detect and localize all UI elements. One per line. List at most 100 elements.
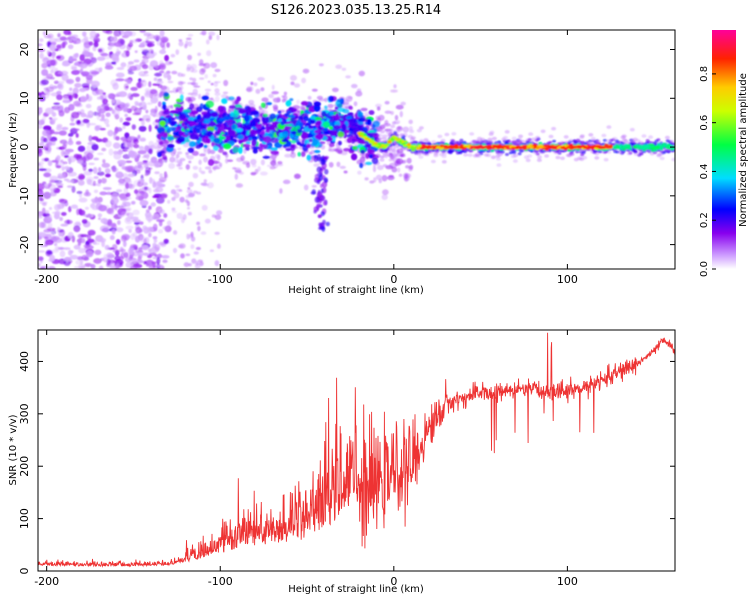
heatmap-blob [132, 244, 138, 249]
heatmap-blob [80, 38, 89, 43]
heatmap-blob [68, 55, 75, 63]
heatmap-blob [58, 130, 67, 136]
heatmap-blob [97, 178, 102, 184]
heatmap-blob [100, 217, 108, 224]
heatmap-blob [194, 262, 201, 269]
heatmap-blob [40, 135, 46, 144]
heatmap-blob [268, 93, 274, 99]
heatmap-blob [117, 220, 121, 226]
heatmap-blob [316, 203, 322, 209]
heatmap-blob [38, 213, 42, 217]
heatmap-blob [85, 176, 94, 183]
heatmap-blob [428, 150, 434, 154]
heatmap-blob [179, 81, 186, 85]
heatmap-blob [664, 135, 670, 140]
heatmap-blob [246, 162, 251, 168]
heatmap-blob [615, 140, 621, 145]
heatmap-blob [577, 156, 583, 160]
heatmap-blob [123, 252, 129, 258]
heatmap-blob [203, 182, 208, 186]
heatmap-blob [144, 87, 151, 93]
heatmap-blob [120, 235, 127, 242]
heatmap-blob [47, 160, 53, 167]
heatmap-blob [116, 67, 125, 70]
heatmap-blob [486, 153, 492, 158]
heatmap-blob [38, 250, 46, 253]
heatmap-blob [253, 82, 258, 87]
heatmap-blob [188, 181, 194, 188]
heatmap-blob [372, 165, 377, 173]
heatmap-blob [41, 207, 46, 215]
heatmap-blob [282, 179, 291, 185]
heatmap-blob [208, 121, 217, 127]
heatmap-blob [525, 158, 531, 163]
heatmap-blob [458, 151, 463, 155]
heatmap-blob [192, 172, 199, 179]
heatmap-blob [109, 265, 116, 269]
heatmap-blob [150, 144, 155, 148]
heatmap-blob [43, 183, 50, 187]
heatmap-blob [134, 221, 140, 225]
heatmap-blob [89, 36, 98, 41]
heatmap-blob [138, 259, 144, 264]
heatmap-blob [98, 265, 104, 269]
heatmap-blob [360, 107, 368, 112]
heatmap-blob [38, 43, 43, 47]
heatmap-blob [337, 131, 345, 138]
heatmap-blob [214, 154, 221, 159]
heatmap-blob [66, 185, 73, 188]
heatmap-blob [128, 229, 132, 233]
heatmap-blob [404, 173, 408, 179]
heatmap-blob [212, 166, 220, 170]
heatmap-blob [88, 41, 94, 46]
heatmap-blob [142, 191, 149, 200]
heatmap-blob [136, 161, 145, 166]
heatmap-blob [121, 211, 130, 217]
heatmap-blob [57, 175, 65, 179]
heatmap-blob [105, 123, 110, 128]
heatmap-blob [131, 124, 136, 130]
heatmap-blob [85, 94, 93, 102]
heatmap-blob [198, 166, 202, 173]
heatmap-blob [199, 103, 204, 110]
heatmap-blob [188, 160, 192, 164]
heatmap-blob [343, 148, 351, 152]
heatmap-blob [80, 95, 87, 103]
heatmap-blob [187, 147, 194, 153]
heatmap-blob [61, 74, 69, 81]
heatmap-blob [425, 140, 431, 144]
heatmap-blob [214, 95, 220, 103]
heatmap-blob [185, 37, 192, 41]
heatmap-blob [310, 115, 316, 120]
heatmap-blob [300, 104, 306, 110]
heatmap-blob [469, 132, 475, 136]
heatmap-blob [67, 155, 76, 163]
heatmap-blob [300, 101, 309, 106]
heatmap-blob [78, 209, 86, 216]
heatmap-blob [156, 127, 165, 133]
heatmap-blob [407, 134, 413, 139]
heatmap-blob [92, 242, 100, 245]
heatmap-blob [177, 147, 182, 151]
heatmap-blob [110, 211, 115, 216]
heatmap-blob [148, 148, 153, 155]
heatmap-blob [172, 230, 178, 235]
heatmap-blob [196, 221, 201, 226]
heatmap-blob [656, 153, 662, 157]
heatmap-blob [635, 138, 641, 143]
heatmap-blob [129, 65, 138, 72]
heatmap-blob [291, 130, 297, 135]
heatmap-blob [72, 87, 79, 95]
heatmap-blob [77, 241, 82, 246]
heatmap-blob [101, 177, 107, 184]
heatmap-blob [364, 111, 369, 117]
heatmap-blob [76, 160, 84, 164]
heatmap-blob [334, 106, 339, 110]
heatmap-blob [55, 182, 64, 187]
heatmap-blob [54, 246, 60, 251]
heatmap-blob [451, 132, 457, 136]
heatmap-blob [153, 239, 158, 243]
heatmap-blob [357, 124, 362, 128]
heatmap-blob [171, 210, 178, 213]
heatmap-blob [51, 51, 56, 57]
